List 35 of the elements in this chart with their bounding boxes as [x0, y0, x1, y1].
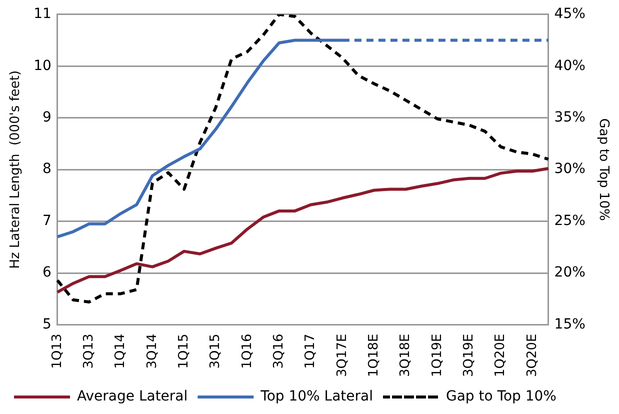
x-tick-label: 1Q14	[113, 334, 128, 369]
x-tick-label: 3Q13	[81, 334, 96, 369]
legend-label: Gap to Top 10%	[446, 388, 556, 405]
y2-tick-label: 15%	[554, 316, 586, 332]
y2-axis-title: Gap to Top 10%	[596, 118, 611, 221]
y-tick-label: 5	[42, 316, 52, 332]
y2-tick-label: 20%	[554, 264, 586, 281]
x-tick-label: 3Q19E	[461, 334, 476, 378]
y-tick-label: 6	[42, 264, 52, 281]
y-tick-label: 10	[34, 58, 52, 74]
x-tick-label: 1Q18E	[366, 334, 382, 378]
x-tick-label: 1Q20E	[493, 334, 508, 378]
x-tick-label: 1Q15	[176, 334, 192, 369]
y2-tick-label: 25%	[554, 212, 586, 229]
x-tick-label: 3Q16	[271, 334, 286, 369]
x-tick-label: 1Q17	[303, 334, 318, 369]
x-tick-label: 3Q15	[208, 334, 224, 369]
x-tick-label: 1Q13	[50, 334, 65, 369]
x-tick-label: 1Q19E	[430, 334, 445, 378]
y-tick-label: 9	[42, 109, 52, 126]
x-tick-label: 3Q18E	[398, 334, 414, 378]
y-axis-title: Hz Lateral Length (000's feet)	[8, 70, 24, 269]
x-tick-label: 3Q14	[144, 334, 160, 369]
legend-label: Top 10% Lateral	[260, 388, 374, 405]
y-tick-label: 8	[42, 161, 52, 178]
y-tick-label: 7	[42, 212, 52, 229]
y-tick-label: 11	[34, 6, 52, 22]
legend-label: Average Lateral	[77, 388, 188, 405]
x-tick-label: 3Q20E	[524, 334, 540, 378]
x-tick-label: 3Q17E	[334, 334, 350, 378]
y2-tick-label: 40%	[554, 58, 586, 74]
y2-tick-label: 30%	[554, 161, 586, 178]
y2-tick-label: 35%	[554, 109, 586, 126]
y2-tick-label: 45%	[554, 6, 586, 22]
x-tick-label: 1Q16	[240, 334, 255, 369]
